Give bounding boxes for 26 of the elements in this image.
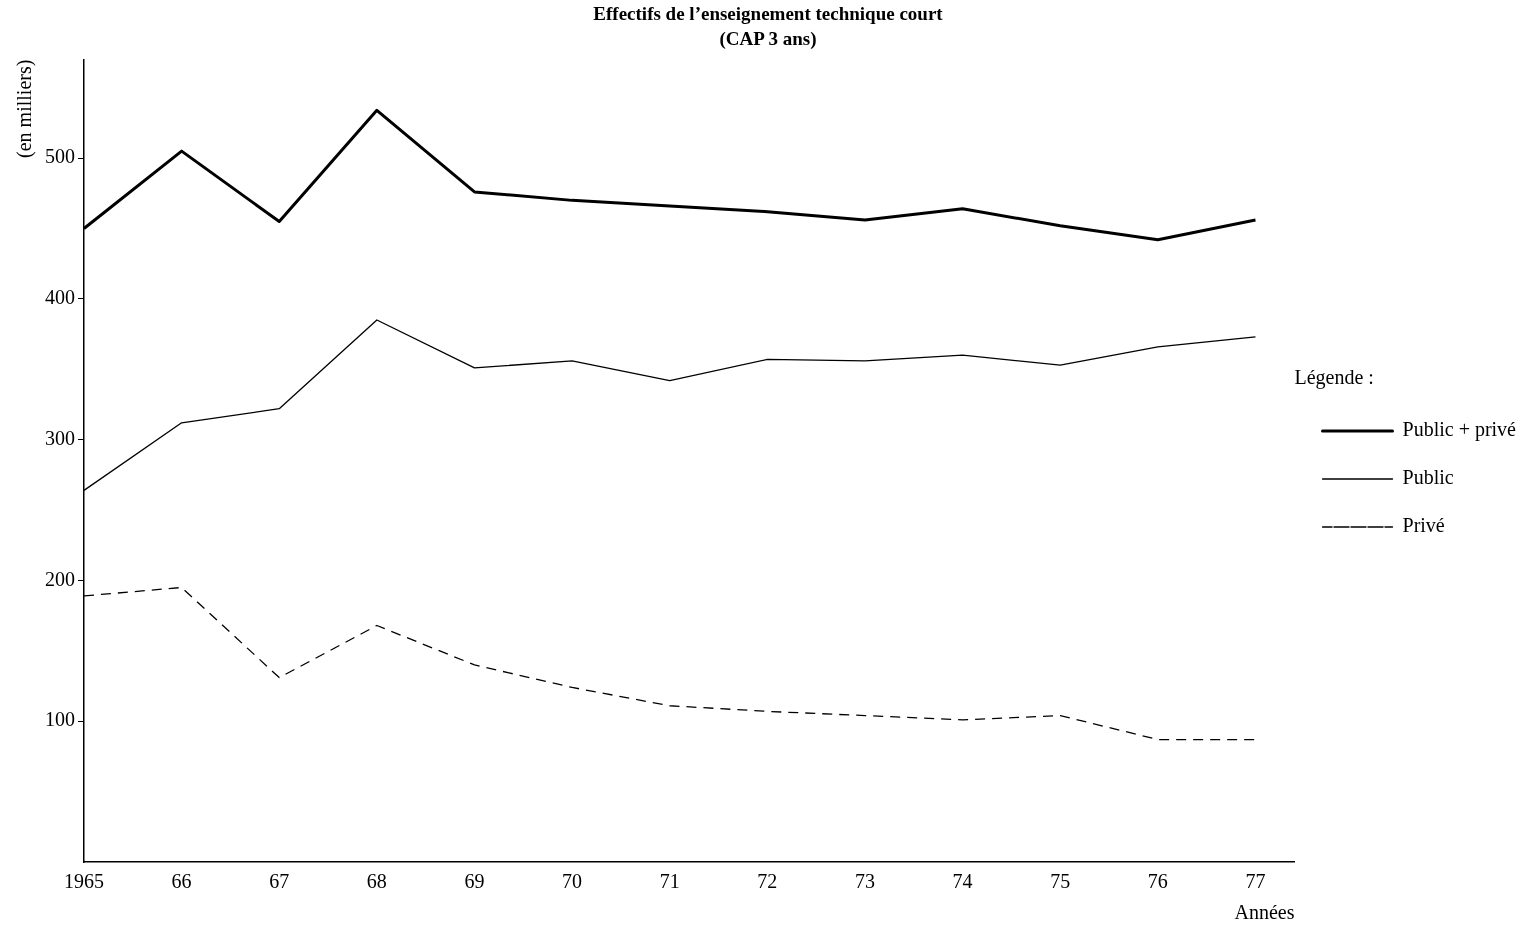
x-tick-label: 74 [952, 870, 973, 893]
x-tick-label: 67 [269, 870, 290, 893]
x-axis-title: Années [1234, 901, 1295, 924]
legend-label: Public + privé [1402, 418, 1517, 442]
x-tick-label: 75 [1050, 870, 1071, 893]
x-tick-label: 1965 [64, 870, 104, 893]
x-tick-label: 71 [659, 870, 680, 893]
chart-subtitle: (CAP 3 ans) [719, 28, 817, 51]
chart-title: Effectifs de l’enseignement technique court [593, 3, 944, 25]
y-tick-label: 400 [45, 286, 75, 309]
x-tick-label: 77 [1245, 870, 1266, 893]
x-tick-label: 73 [854, 870, 875, 893]
legend-title: Légende : [1294, 366, 1374, 390]
y-axis-title: (en milliers) [13, 59, 37, 158]
y-tick-label: 300 [45, 426, 75, 449]
x-tick-label: 76 [1147, 870, 1168, 893]
x-tick-label: 69 [464, 870, 485, 893]
y-tick-label: 500 [45, 145, 75, 168]
legend-label: Public [1402, 466, 1454, 489]
x-tick-label: 66 [171, 870, 192, 893]
x-tick-label: 70 [562, 870, 583, 893]
y-tick-label: 200 [45, 567, 75, 590]
x-tick-label: 72 [757, 870, 778, 893]
x-tick-label: 68 [366, 870, 387, 893]
legend-label: Privé [1402, 514, 1445, 537]
y-tick-label: 100 [45, 708, 75, 731]
